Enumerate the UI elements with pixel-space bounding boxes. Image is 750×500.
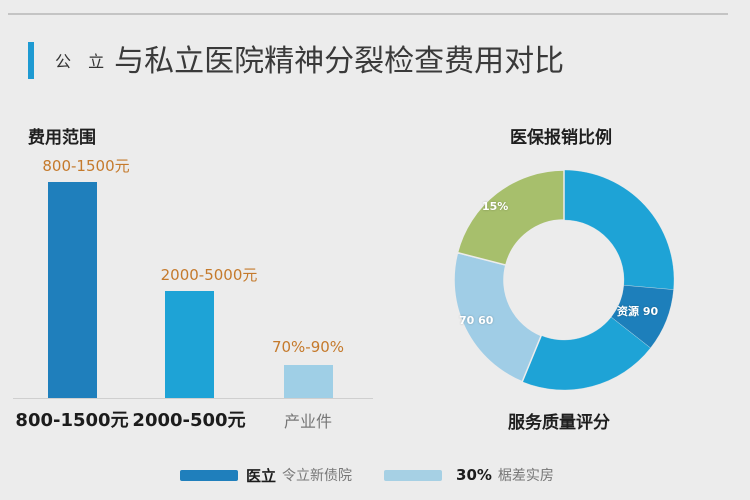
bar-2	[165, 291, 214, 398]
donut-label-dark-blue: 资源 90	[617, 305, 659, 318]
page-title: 公 立 与私立医院精神分裂检查费用对比	[55, 40, 564, 80]
title-accent-bar	[28, 42, 34, 79]
donut-label-light-blue: 70 60	[459, 314, 494, 327]
legend-label-strong-2: 30%	[456, 466, 492, 484]
bar-value-label-2: 2000-5000元	[160, 266, 258, 284]
legend-label-strong-1: 医立	[246, 466, 277, 485]
x-axis-line	[13, 398, 373, 399]
legend-swatch-private	[384, 469, 443, 481]
top-divider	[8, 13, 728, 15]
donut-chart-title: 医保报销比例	[510, 128, 612, 148]
bar-value-label-3: 70%-90%	[271, 338, 345, 356]
bar-category-label-2: 2000-500元	[132, 410, 246, 431]
page-title-main: 与私立医院精神分裂检查费用对比	[114, 44, 565, 79]
donut-segment-4	[453, 251, 543, 383]
legend-label-muted-2: 椐差实房	[497, 468, 554, 484]
legend-swatch-public	[180, 469, 238, 481]
bar-3	[284, 365, 333, 398]
bar-value-label-1: 800-1500元	[42, 157, 130, 175]
bar-1	[48, 182, 97, 398]
bar-chart-title: 费用范围	[28, 128, 96, 148]
donut-segment-1	[563, 169, 675, 290]
legend-label-muted-1: 令立新债院	[282, 468, 353, 484]
legend: 医立 令立新债院 30% 椐差实房	[180, 464, 554, 486]
bar-category-label-1: 800-1500元	[15, 410, 129, 431]
bar-category-label-3: 产业件	[283, 412, 333, 431]
donut-chart	[453, 169, 675, 391]
donut-label-green: 15%	[482, 200, 509, 213]
page-title-prefix: 公 立	[55, 52, 111, 71]
donut-segment-5	[456, 169, 565, 266]
service-quality-title: 服务质量评分	[508, 413, 610, 433]
